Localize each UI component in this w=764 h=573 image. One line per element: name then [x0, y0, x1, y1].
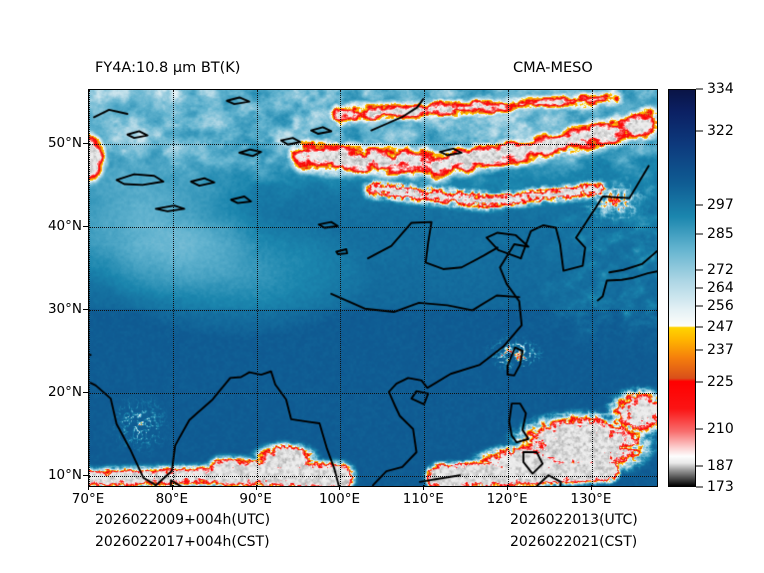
satellite-imagery: [89, 90, 657, 486]
colorbar-tick-label: 173: [707, 479, 734, 495]
colorbar-tick-label: 187: [707, 458, 734, 475]
x-axis-label: 120°E: [486, 491, 528, 507]
colorbar-tick-label: 334: [707, 81, 734, 97]
colorbar-tick-mark: [696, 204, 703, 206]
x-axis-label: 70°E: [71, 491, 105, 507]
colorbar-tick-mark: [696, 326, 703, 328]
colorbar-tick-mark: [696, 287, 703, 289]
colorbar: [668, 89, 696, 487]
x-axis-label: 110°E: [402, 491, 444, 507]
x-tick-mark: [88, 485, 89, 490]
colorbar-tick-label: 272: [707, 262, 734, 279]
colorbar-tick-label: 297: [707, 197, 734, 214]
colorbar-tick-label: 225: [707, 373, 734, 390]
caption-right-cst: 2026022021(CST): [510, 534, 638, 550]
x-tick-mark: [507, 485, 509, 490]
colorbar-tick-label: 264: [707, 280, 734, 296]
colorbar-tick-mark: [696, 88, 703, 90]
colorbar-tick-mark: [696, 269, 703, 271]
y-axis-label: 40°N: [47, 217, 82, 234]
y-axis-label: 50°N: [47, 134, 82, 151]
x-tick-mark: [339, 485, 341, 490]
x-tick-mark: [255, 485, 257, 490]
colorbar-tick-label: 256: [707, 297, 734, 314]
x-tick-mark: [590, 485, 592, 490]
colorbar-tick-mark: [696, 465, 703, 467]
colorbar-tick-mark: [696, 130, 703, 132]
colorbar-tick-mark: [696, 381, 703, 383]
x-axis-label: 90°E: [239, 491, 272, 507]
colorbar-tick-label: 285: [707, 226, 734, 243]
x-axis-label: 130°E: [570, 491, 612, 507]
colorbar-tick-mark: [696, 486, 703, 488]
colorbar-tick-mark: [696, 305, 703, 307]
y-axis-label: 20°N: [47, 383, 82, 400]
colorbar-ticks: 334 322 297 285 272 264 256 247 237 225 210 187 173: [696, 81, 764, 495]
colorbar-tick-mark: [696, 349, 703, 351]
colorbar-gradient: [669, 90, 695, 486]
x-axis-ticks: 70°E 80°E 90°E 100°E 110°E 120°E 130°E: [72, 485, 658, 511]
colorbar-tick-mark: [696, 233, 703, 235]
chart-title-left: FY4A:10.8 μm BT(K): [95, 60, 241, 76]
x-axis-label: 80°E: [155, 491, 189, 507]
y-axis-ticks: 10°N 20°N 30°N 40°N 50°N: [0, 89, 88, 487]
caption-left-utc: 2026022009+004h(UTC): [95, 512, 271, 528]
y-axis-label: 30°N: [47, 300, 82, 317]
caption-right-utc: 2026022013(UTC): [510, 512, 638, 528]
x-tick-mark: [171, 485, 173, 490]
x-axis-label: 100°E: [318, 491, 360, 507]
x-tick-mark: [423, 485, 425, 490]
y-tick-mark: [83, 225, 88, 227]
colorbar-tick-label: 237: [707, 341, 734, 358]
caption-left-cst: 2026022017+004h(CST): [95, 534, 270, 550]
map-plot-area: [88, 89, 658, 487]
y-tick-mark: [83, 474, 88, 476]
chart-title-right: CMA-MESO: [513, 60, 593, 76]
y-axis-label: 10°N: [47, 466, 82, 483]
colorbar-tick-label: 247: [707, 318, 734, 335]
y-tick-mark: [83, 308, 88, 310]
colorbar-tick-label: 210: [707, 421, 734, 438]
y-tick-mark: [83, 142, 88, 144]
colorbar-tick-label: 322: [707, 122, 734, 139]
colorbar-tick-mark: [696, 428, 703, 430]
y-tick-mark: [83, 391, 88, 393]
